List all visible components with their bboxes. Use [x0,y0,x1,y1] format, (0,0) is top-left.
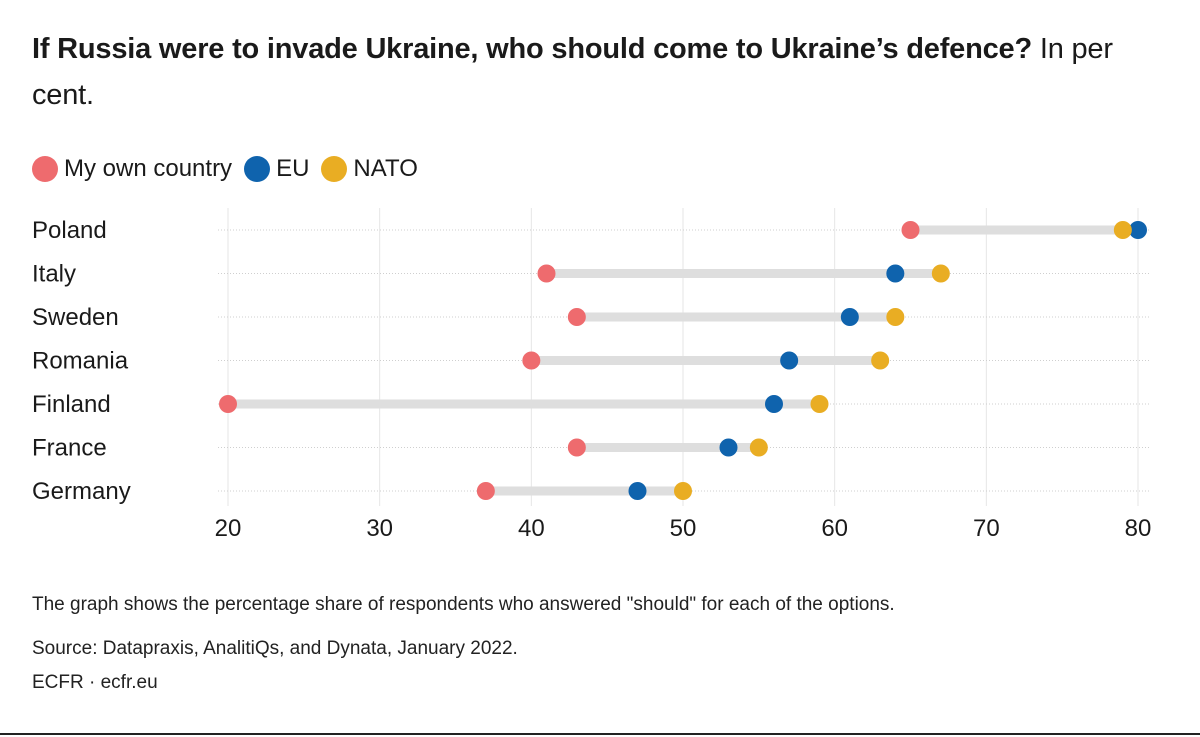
dot-own-6 [476,482,495,500]
footnote-credit: ECFR · ecfr.eu [32,672,158,693]
legend-dot-own [32,156,58,182]
dot-nato-3 [871,351,890,370]
x-tick-label-4: 60 [821,515,848,542]
chart-title-unit: In per cent. [32,33,1113,111]
dot-own-1 [537,264,556,283]
legend: My own country EU NATO [32,152,430,186]
legend-dot-eu [244,156,271,182]
legend-dot-nato [321,156,348,182]
legend-label-own: My own country [64,155,233,182]
dot-eu-6 [628,482,647,500]
dot-own-3 [522,351,541,370]
dot-own-4 [219,395,237,413]
x-tick-label-1: 30 [366,515,393,542]
dot-eu-2 [840,308,859,326]
category-label-5: France [32,435,107,462]
dot-own-5 [567,438,586,457]
x-tick-label-0: 20 [215,515,242,542]
x-tick-label-6: 80 [1125,515,1152,542]
category-label-1: Italy [32,261,76,288]
footnote-source: Source: Datapraxis, AnalitiQs, and Dynat… [32,638,518,659]
x-tick-label-3: 50 [670,515,697,542]
legend-item-eu: EU [244,155,309,183]
dot-nato-0 [1113,221,1132,239]
chart-title-bold: If Russia were to invade Ukraine, who sh… [32,33,1032,65]
dot-eu-4 [765,395,783,413]
legend-item-own: My own country [32,155,232,183]
x-tick-label-5: 70 [973,515,1000,542]
footnote-note: The graph shows the percentage share of … [32,594,895,615]
dot-eu-1 [886,264,905,283]
dot-own-0 [901,221,920,239]
dot-plot: Poland Italy Sweden Romania Finland France Ger… [32,208,1152,542]
category-label-0: Poland [32,217,107,244]
legend-label-nato: NATO [353,155,418,182]
dot-nato-1 [931,264,950,283]
dot-nato-2 [886,308,905,326]
bottom-rule [0,733,1200,735]
dot-eu-0 [1129,221,1147,239]
legend-item-nato: NATO [321,155,418,183]
category-label-3: Romania [32,348,129,375]
dot-nato-4 [810,395,829,413]
dot-nato-6 [674,482,692,500]
dot-eu-5 [719,438,738,457]
chart-title: If Russia were to invade Ukraine, who sh… [32,26,1152,118]
dot-nato-5 [749,438,768,457]
x-tick-label-2: 40 [518,515,545,542]
category-label-2: Sweden [32,304,119,331]
dot-eu-3 [780,351,799,370]
dot-own-2 [567,308,586,326]
category-label-4: Finland [32,391,111,418]
legend-label-eu: EU [276,155,310,182]
category-label-6: Germany [32,478,131,505]
